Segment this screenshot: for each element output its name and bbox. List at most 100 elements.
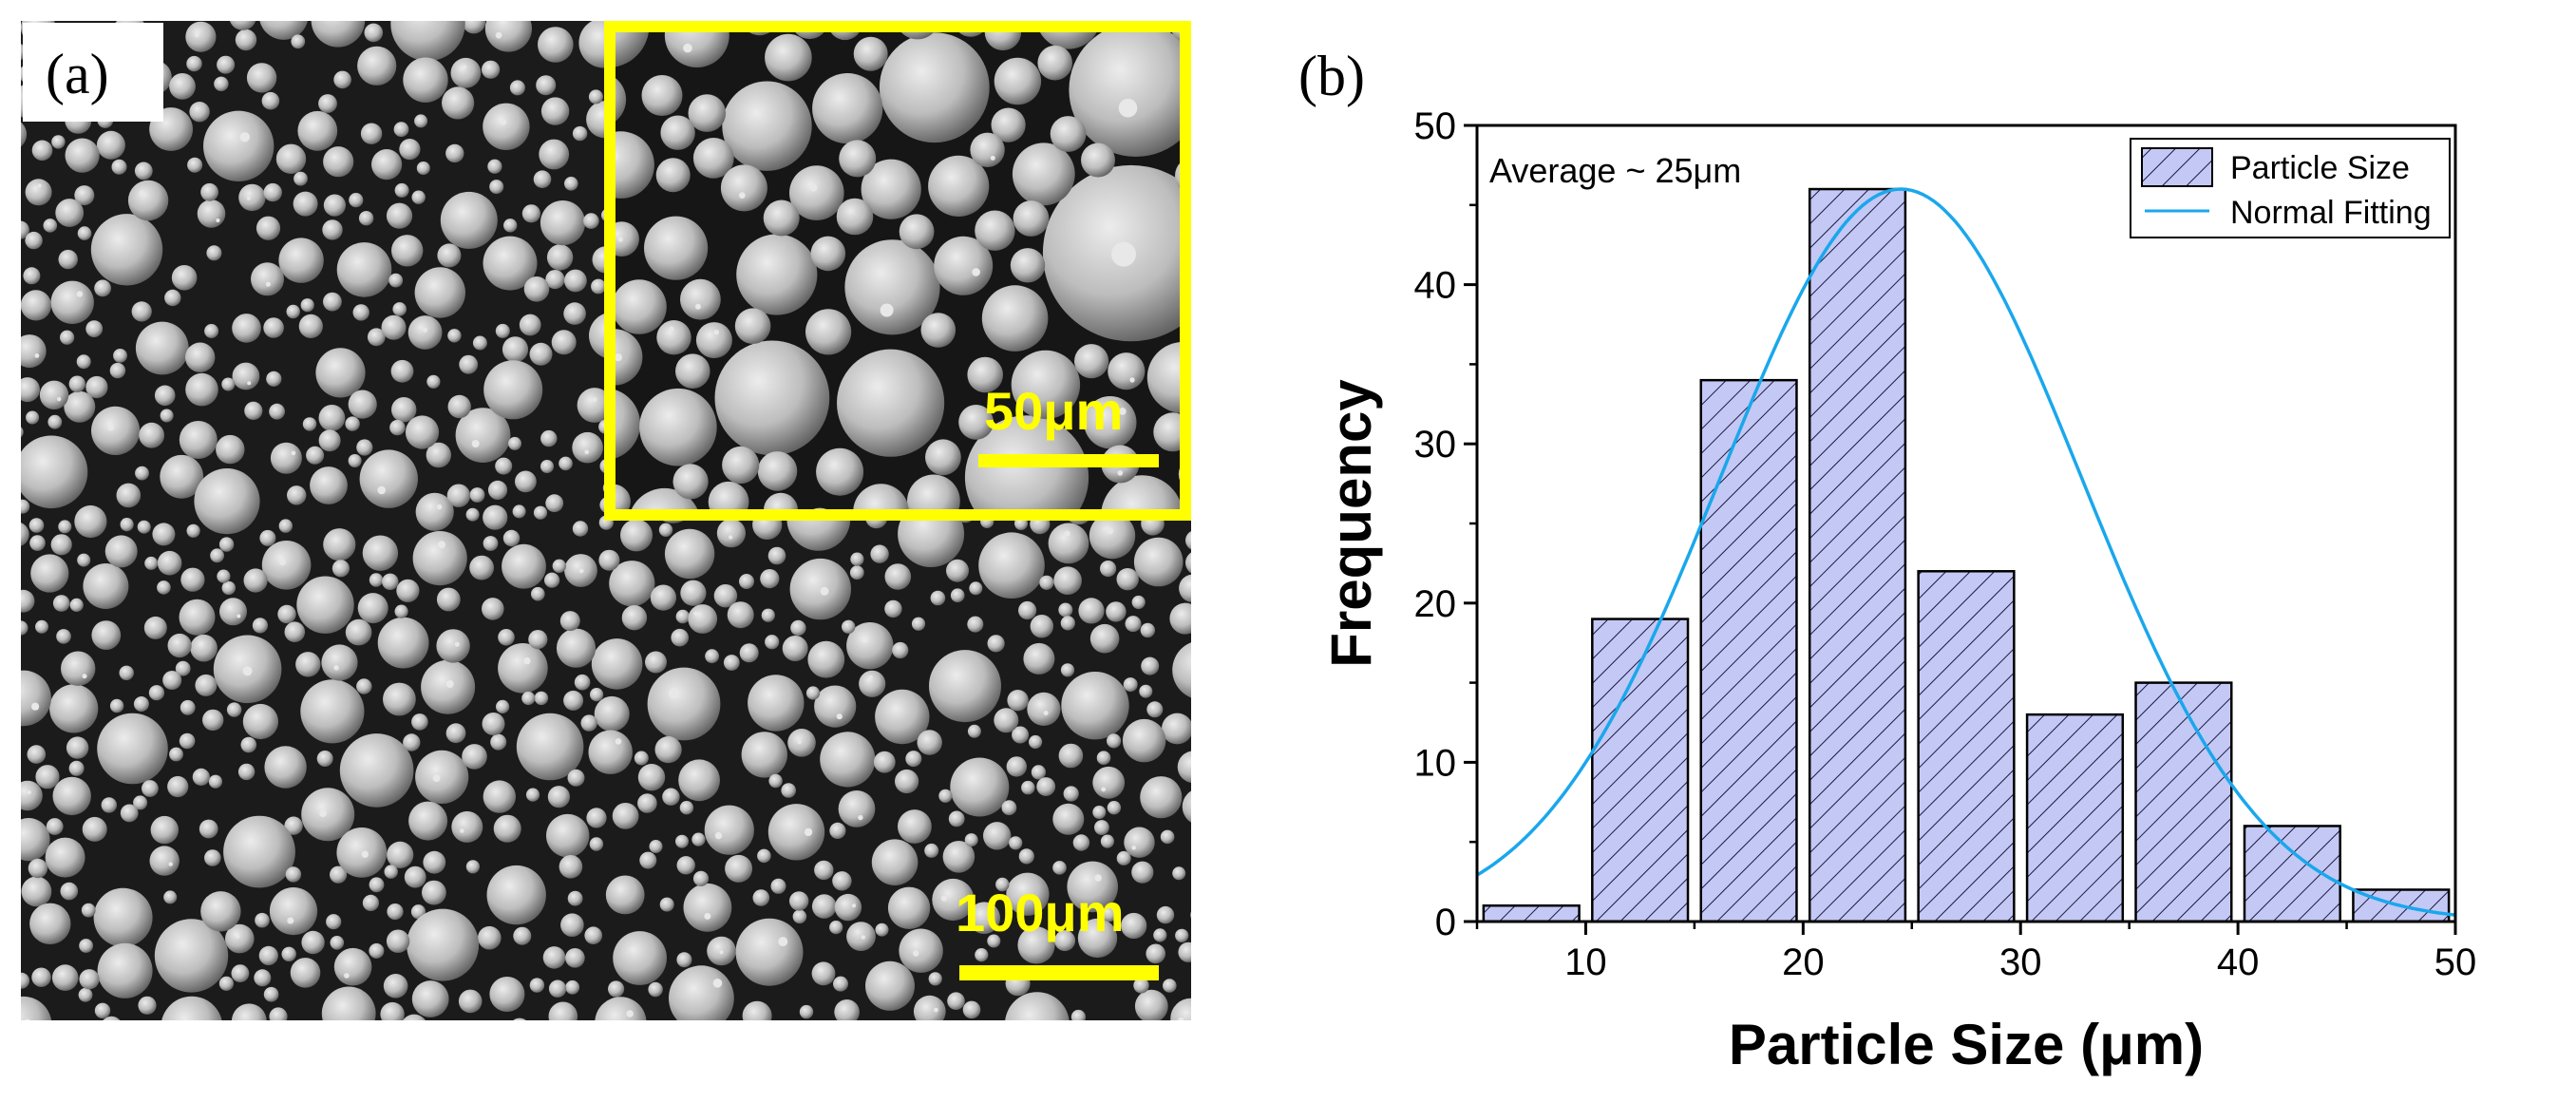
powder-particle bbox=[50, 280, 94, 324]
powder-particle bbox=[536, 75, 557, 96]
powder-particle bbox=[50, 534, 72, 556]
powder-particle bbox=[345, 416, 360, 431]
satellite-particle bbox=[76, 291, 84, 297]
powder-particle bbox=[548, 979, 567, 998]
satellite-particle bbox=[168, 862, 173, 866]
powder-particle bbox=[662, 788, 680, 806]
powder-particle bbox=[928, 972, 942, 986]
histogram-bar bbox=[1808, 187, 1907, 923]
powder-particle bbox=[994, 708, 1019, 733]
powder-particle bbox=[1146, 701, 1164, 718]
powder-particle bbox=[21, 290, 51, 321]
satellite-particle bbox=[236, 934, 240, 939]
powder-particle bbox=[45, 837, 85, 878]
satellite-particle bbox=[712, 979, 723, 988]
powder-particle bbox=[610, 329, 643, 386]
powder-particle bbox=[179, 732, 196, 750]
satellite-particle bbox=[626, 1010, 634, 1017]
powder-particle bbox=[482, 598, 504, 620]
satellite-particle bbox=[423, 327, 427, 333]
satellite-particle bbox=[239, 132, 250, 143]
powder-particle bbox=[580, 714, 597, 732]
powder-particle bbox=[189, 102, 210, 123]
powder-particle bbox=[1178, 941, 1191, 962]
powder-particle bbox=[761, 608, 775, 622]
powder-particle bbox=[1060, 616, 1075, 631]
powder-particle bbox=[556, 628, 597, 668]
average-annotation: Average ~ 25μm bbox=[1489, 151, 1741, 190]
powder-particle bbox=[498, 643, 548, 694]
powder-particle bbox=[650, 584, 677, 611]
powder-particle bbox=[301, 788, 355, 842]
powder-particle bbox=[21, 780, 43, 811]
powder-particle bbox=[760, 569, 780, 589]
satellite-particle bbox=[462, 65, 467, 69]
powder-particle bbox=[641, 75, 683, 116]
powder-particle bbox=[60, 882, 79, 901]
powder-particle bbox=[853, 36, 888, 71]
powder-particle bbox=[442, 86, 475, 120]
main-scale-bar-label: 100μm bbox=[956, 883, 1125, 942]
powder-particle bbox=[242, 703, 278, 740]
powder-particle bbox=[348, 390, 377, 419]
powder-particle bbox=[678, 759, 720, 802]
powder-particle bbox=[403, 733, 421, 751]
powder-particle bbox=[148, 685, 164, 701]
powder-particle bbox=[842, 619, 856, 634]
powder-particle bbox=[1013, 200, 1050, 237]
powder-particle bbox=[978, 532, 1045, 599]
powder-particle bbox=[542, 946, 566, 969]
powder-particle bbox=[814, 685, 857, 728]
powder-particle bbox=[994, 57, 1042, 105]
powder-particle bbox=[437, 243, 462, 268]
powder-particle bbox=[1030, 615, 1054, 638]
powder-particle bbox=[1012, 726, 1030, 744]
powder-particle bbox=[263, 317, 284, 338]
powder-particle bbox=[311, 21, 366, 48]
powder-particle bbox=[231, 1003, 267, 1020]
powder-particle bbox=[811, 961, 836, 986]
satellite-particle bbox=[37, 183, 42, 188]
powder-particle bbox=[929, 650, 1001, 723]
powder-particle bbox=[21, 334, 47, 369]
powder-particle bbox=[39, 380, 69, 409]
powder-particle bbox=[1175, 928, 1189, 942]
powder-particle bbox=[671, 628, 689, 647]
powder-particle bbox=[152, 523, 176, 546]
powder-particle bbox=[811, 894, 837, 919]
powder-particle bbox=[560, 913, 584, 937]
powder-particle bbox=[1072, 834, 1090, 851]
powder-particle bbox=[911, 617, 926, 631]
powder-particle bbox=[655, 158, 691, 193]
powder-particle bbox=[591, 278, 606, 295]
powder-particle bbox=[887, 886, 931, 929]
powder-particle bbox=[359, 449, 418, 508]
powder-particle bbox=[704, 805, 754, 855]
powder-particle bbox=[489, 977, 525, 1012]
powder-particle bbox=[185, 342, 216, 372]
powder-particle bbox=[1172, 642, 1191, 698]
powder-particle bbox=[478, 925, 502, 950]
powder-particle bbox=[186, 523, 200, 538]
powder-particle bbox=[186, 55, 202, 72]
powder-particle bbox=[612, 279, 667, 334]
histogram-bar bbox=[2134, 681, 2233, 923]
powder-particle bbox=[203, 110, 275, 181]
powder-particle bbox=[462, 744, 487, 770]
powder-particle bbox=[65, 138, 100, 173]
powder-particle bbox=[546, 244, 574, 271]
powder-particle bbox=[255, 912, 270, 928]
powder-particle bbox=[392, 302, 407, 316]
satellite-particle bbox=[500, 118, 506, 125]
powder-particle bbox=[814, 860, 834, 881]
powder-particle bbox=[226, 702, 242, 717]
satellite-particle bbox=[1117, 470, 1124, 476]
powder-particle bbox=[1070, 1009, 1086, 1020]
satellite-particle bbox=[1118, 98, 1138, 118]
powder-particle bbox=[25, 179, 52, 206]
powder-particle bbox=[1018, 600, 1037, 620]
powder-particle bbox=[545, 270, 565, 290]
powder-particle bbox=[171, 265, 198, 291]
powder-particle bbox=[31, 140, 53, 162]
powder-particle bbox=[21, 620, 28, 636]
